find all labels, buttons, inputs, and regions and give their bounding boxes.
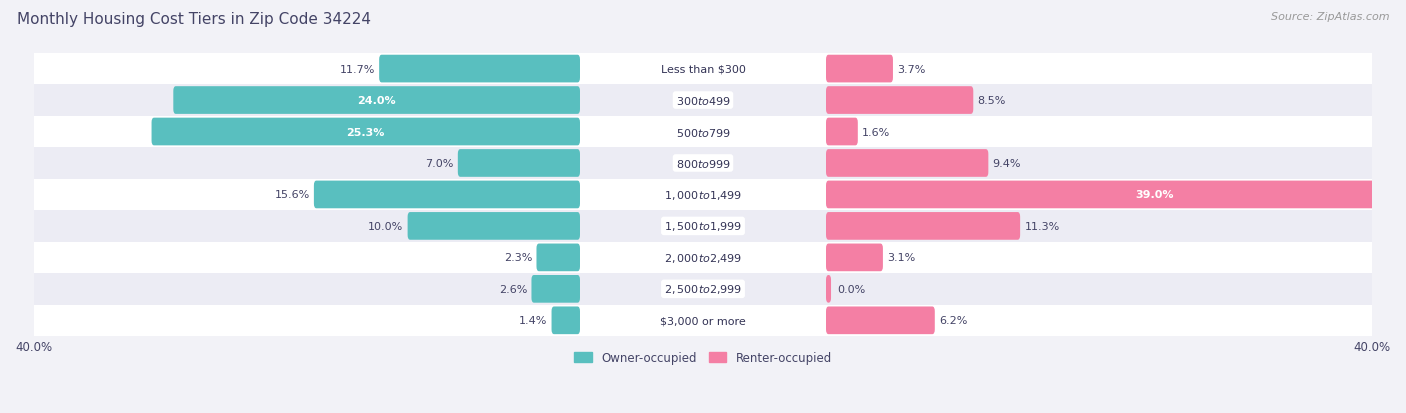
Text: 24.0%: 24.0% [357,96,396,106]
Text: 11.3%: 11.3% [1025,221,1060,231]
FancyBboxPatch shape [380,56,581,83]
Bar [34,116,1372,148]
FancyBboxPatch shape [825,56,893,83]
Text: 10.0%: 10.0% [368,221,404,231]
Bar [34,179,1372,211]
Text: 25.3%: 25.3% [347,127,385,137]
FancyBboxPatch shape [825,275,831,303]
Text: 11.7%: 11.7% [340,64,375,74]
Text: $300 to $499: $300 to $499 [675,95,731,107]
Bar [34,148,1372,179]
Text: $3,000 or more: $3,000 or more [661,316,745,325]
Bar [34,305,1372,336]
FancyBboxPatch shape [825,307,935,335]
Text: 8.5%: 8.5% [977,96,1005,106]
Bar [34,242,1372,273]
FancyBboxPatch shape [458,150,581,178]
Text: 15.6%: 15.6% [274,190,309,200]
Text: 6.2%: 6.2% [939,316,967,325]
Text: $2,000 to $2,499: $2,000 to $2,499 [664,251,742,264]
FancyBboxPatch shape [531,275,581,303]
Text: 2.3%: 2.3% [503,253,533,263]
FancyBboxPatch shape [825,150,988,178]
Text: 1.6%: 1.6% [862,127,890,137]
FancyBboxPatch shape [825,181,1406,209]
Text: 2.6%: 2.6% [499,284,527,294]
FancyBboxPatch shape [173,87,581,114]
Text: 0.0%: 0.0% [837,284,865,294]
Text: 7.0%: 7.0% [425,159,454,169]
Bar [34,54,1372,85]
Text: 3.1%: 3.1% [887,253,915,263]
Text: 3.7%: 3.7% [897,64,925,74]
Text: $800 to $999: $800 to $999 [675,158,731,170]
FancyBboxPatch shape [825,213,1021,240]
FancyBboxPatch shape [551,307,581,335]
Text: $2,500 to $2,999: $2,500 to $2,999 [664,282,742,296]
Text: Less than $300: Less than $300 [661,64,745,74]
Text: Source: ZipAtlas.com: Source: ZipAtlas.com [1271,12,1389,22]
FancyBboxPatch shape [825,87,973,114]
FancyBboxPatch shape [152,119,581,146]
Text: 9.4%: 9.4% [993,159,1021,169]
Text: $1,000 to $1,499: $1,000 to $1,499 [664,188,742,202]
Legend: Owner-occupied, Renter-occupied: Owner-occupied, Renter-occupied [569,347,837,369]
Text: Monthly Housing Cost Tiers in Zip Code 34224: Monthly Housing Cost Tiers in Zip Code 3… [17,12,371,27]
FancyBboxPatch shape [408,213,581,240]
FancyBboxPatch shape [825,244,883,272]
FancyBboxPatch shape [314,181,581,209]
FancyBboxPatch shape [537,244,581,272]
Text: 1.4%: 1.4% [519,316,547,325]
Bar [34,273,1372,305]
FancyBboxPatch shape [825,119,858,146]
Text: $1,500 to $1,999: $1,500 to $1,999 [664,220,742,233]
Bar [34,85,1372,116]
Bar [34,211,1372,242]
Text: 39.0%: 39.0% [1136,190,1174,200]
Text: $500 to $799: $500 to $799 [675,126,731,138]
